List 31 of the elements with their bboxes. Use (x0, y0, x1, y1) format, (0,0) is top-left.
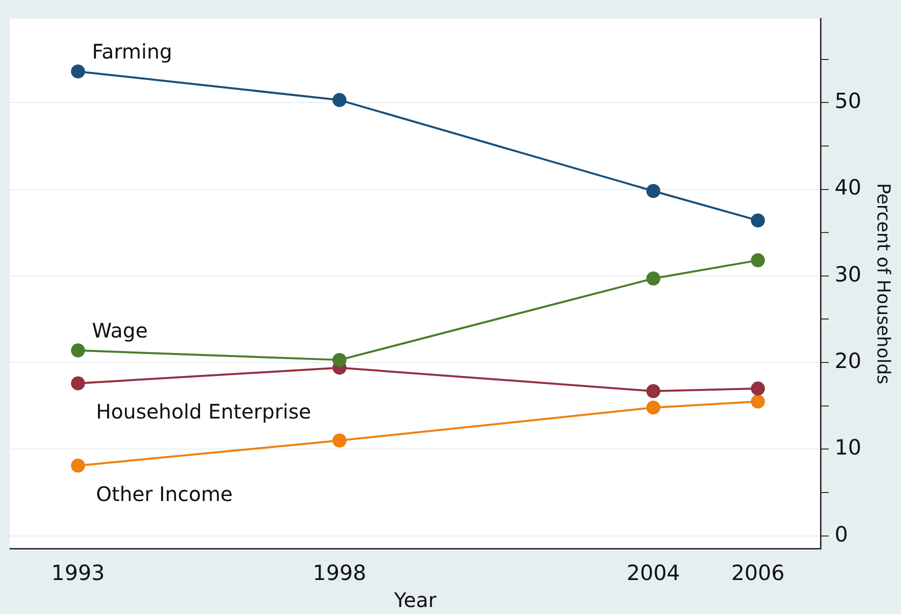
series-label: Household Enterprise (96, 400, 312, 424)
point (70, 64, 85, 78)
y-tick-label: 30 (834, 262, 862, 286)
series-label: Farming (92, 40, 172, 64)
y-tick-label: 0 (834, 522, 848, 546)
x-axis-title: Year (393, 588, 438, 612)
series-label: Wage (92, 318, 148, 343)
point (332, 93, 346, 108)
point (750, 253, 765, 268)
point (750, 213, 765, 228)
x-tick-label: 1993 (51, 560, 105, 585)
point (646, 400, 660, 415)
point (750, 394, 765, 409)
point (646, 384, 660, 398)
point (646, 272, 660, 286)
y-tick-label: 50 (834, 89, 862, 114)
point (70, 376, 85, 390)
point (70, 343, 85, 358)
y-axis-title: Percent of Households (872, 183, 894, 384)
y-tick-label: 20 (834, 348, 862, 373)
x-tick-label: 2004 (626, 560, 680, 585)
x-tick-label: 2006 (731, 560, 785, 585)
point (70, 458, 85, 473)
point (646, 184, 660, 198)
point (750, 382, 765, 396)
y-tick-label: 40 (834, 176, 862, 200)
series-label: Other Income (96, 482, 233, 506)
point (332, 352, 346, 367)
y-tick-label: 10 (834, 436, 862, 460)
point (332, 434, 346, 448)
x-tick-label: 1998 (312, 560, 366, 585)
